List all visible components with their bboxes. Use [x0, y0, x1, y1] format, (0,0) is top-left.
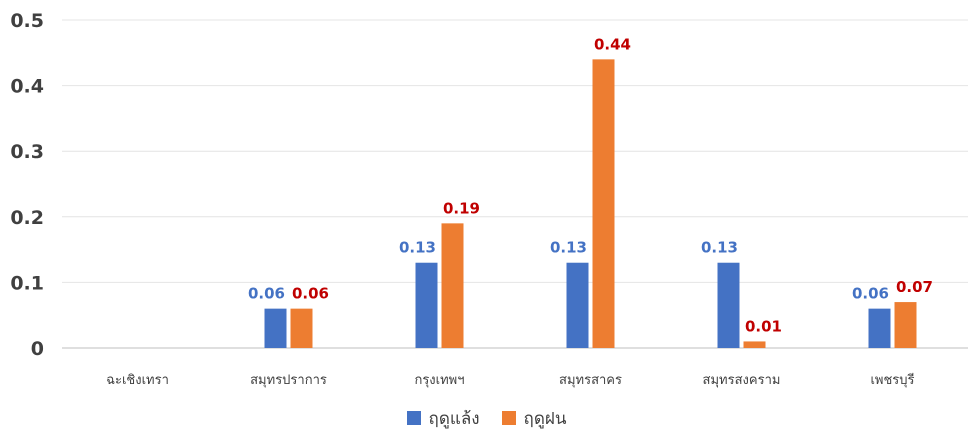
bar-chart: 0 0.1 0.2 0.3 0.4 0.5 0.06 0.06 0.13 0.19 0.13 0.4… [10, 10, 968, 388]
x-tick-label: ฉะเชิงเทรา [106, 373, 169, 388]
data-label-rainy-5: 0.07 [896, 278, 933, 296]
data-label-rainy-4: 0.01 [745, 317, 782, 335]
legend-swatch-rainy [501, 411, 516, 425]
data-label-dry-1: 0.06 [248, 285, 285, 303]
y-tick-label: 0 [31, 338, 44, 360]
bar-rainy-5 [894, 302, 917, 348]
x-tick-label: สมุทรสงคราม [703, 373, 781, 388]
gridlines [62, 19, 968, 349]
y-tick-label: 0.3 [10, 141, 44, 163]
bar-dry-5 [868, 308, 891, 348]
data-label-dry-2: 0.13 [399, 239, 436, 257]
bar-dry-4 [717, 262, 740, 348]
bar-dry-1 [264, 308, 287, 348]
bar-rainy-3 [592, 59, 615, 349]
bars [264, 59, 917, 349]
x-tick-label: สมุทรสาคร [559, 373, 622, 388]
y-tick-label: 0.4 [10, 76, 44, 98]
data-label-dry-3: 0.13 [550, 239, 587, 257]
data-labels: 0.06 0.06 0.13 0.19 0.13 0.44 0.13 0.01 0.06 0.07 [248, 35, 933, 335]
legend-label-rainy: ฤดูฝน [523, 408, 567, 429]
legend-item-dry: ฤดูแล้ง [406, 405, 480, 432]
x-tick-label: สมุทรปราการ [250, 373, 327, 388]
legend: ฤดูแล้ง ฤดูฝน [0, 404, 973, 432]
legend-swatch-dry [406, 411, 421, 425]
data-label-rainy-3: 0.44 [594, 35, 631, 53]
bar-dry-2 [415, 262, 438, 348]
bar-dry-3 [566, 262, 589, 348]
data-label-dry-4: 0.13 [701, 239, 738, 257]
y-tick-label: 0.1 [10, 272, 44, 294]
data-label-rainy-2: 0.19 [443, 199, 480, 217]
bar-rainy-2 [441, 223, 464, 348]
y-tick-label: 0.5 [10, 10, 44, 32]
legend-label-dry: ฤดูแล้ง [428, 408, 480, 429]
bar-rainy-4 [743, 341, 766, 348]
legend-item-rainy: ฤดูฝน [501, 405, 567, 432]
y-axis-ticks: 0 0.1 0.2 0.3 0.4 0.5 [10, 10, 44, 360]
data-label-rainy-1: 0.06 [292, 285, 329, 303]
x-tick-label: กรุงเทพฯ [414, 373, 464, 388]
bar-rainy-1 [290, 308, 313, 348]
y-tick-label: 0.2 [10, 207, 44, 229]
x-axis-ticks: ฉะเชิงเทรา สมุทรปราการ กรุงเทพฯ สมุทรสาคร สม… [106, 372, 914, 388]
x-tick-label: เพชรบุรี [870, 372, 914, 388]
data-label-dry-5: 0.06 [852, 285, 889, 303]
